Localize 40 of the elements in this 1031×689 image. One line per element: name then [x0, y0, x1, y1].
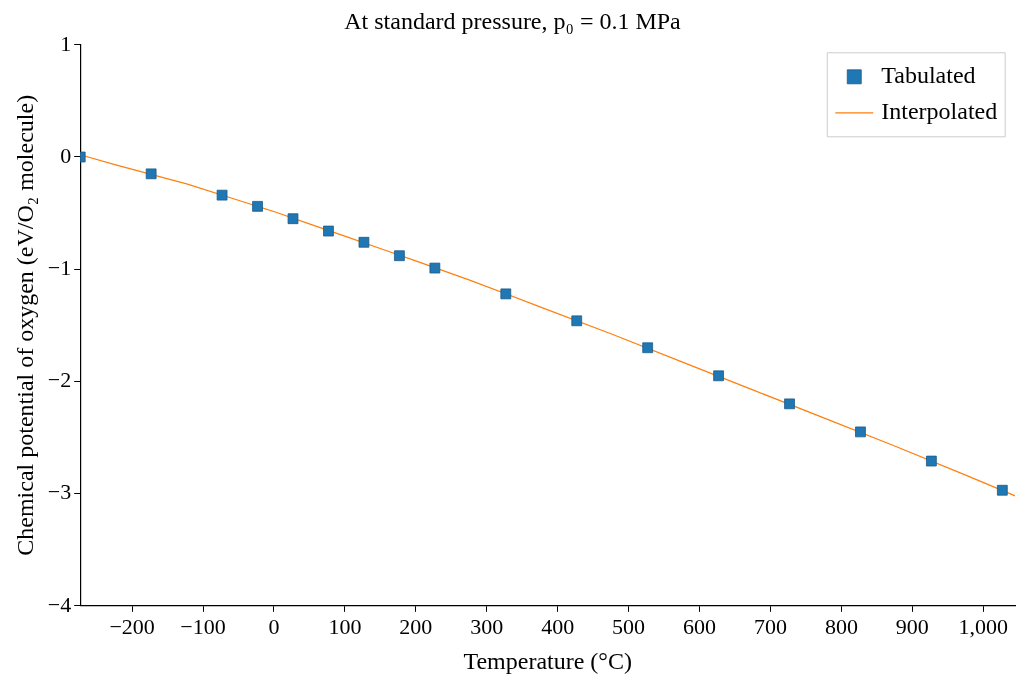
x-tick-label: 800 — [824, 613, 858, 639]
point — [216, 189, 228, 201]
x-tick-label: 600 — [683, 613, 717, 639]
x-axis-title: Temperature (°C) — [463, 647, 632, 674]
x-tick-label: −100 — [180, 613, 226, 639]
y-tick-label: −2 — [47, 367, 72, 393]
x-tick-label: 1,000 — [958, 613, 1009, 639]
x-tick-label: 0 — [268, 613, 280, 639]
point — [429, 262, 441, 274]
point — [784, 398, 795, 410]
y-tick-label: 1 — [60, 30, 72, 56]
point — [642, 342, 654, 354]
point — [358, 236, 370, 248]
y-tick-label: −1 — [47, 254, 72, 280]
point — [145, 168, 157, 180]
point — [394, 250, 405, 262]
point — [252, 201, 263, 212]
point — [287, 213, 299, 225]
point — [323, 225, 334, 237]
point — [996, 484, 1008, 496]
x-tick-label: 700 — [753, 613, 787, 639]
x-tick-label: 100 — [328, 613, 362, 639]
point — [571, 315, 583, 327]
x-tick-label: 400 — [541, 613, 575, 639]
chart-title: At standard pressure, p₀ = 0.1 MPa — [344, 7, 682, 34]
x-tick-label: 500 — [612, 613, 646, 639]
legend-label: Interpolated — [881, 98, 998, 125]
point — [855, 426, 866, 438]
y-tick-label: 0 — [60, 142, 72, 168]
x-tick-label: 300 — [470, 613, 504, 639]
x-tick-label: 200 — [399, 613, 433, 639]
point — [713, 370, 724, 382]
y-axis-title: Chemical potential of oxygen (eV/O₂ molecule) — [11, 94, 38, 556]
y-tick-label: −4 — [47, 591, 72, 617]
x-tick-label: −200 — [109, 613, 155, 639]
point — [926, 455, 937, 467]
x-tick-label: 900 — [895, 613, 929, 639]
legend-label: Tabulated — [881, 62, 976, 89]
point — [500, 288, 512, 300]
y-tick-label: −3 — [47, 479, 72, 505]
